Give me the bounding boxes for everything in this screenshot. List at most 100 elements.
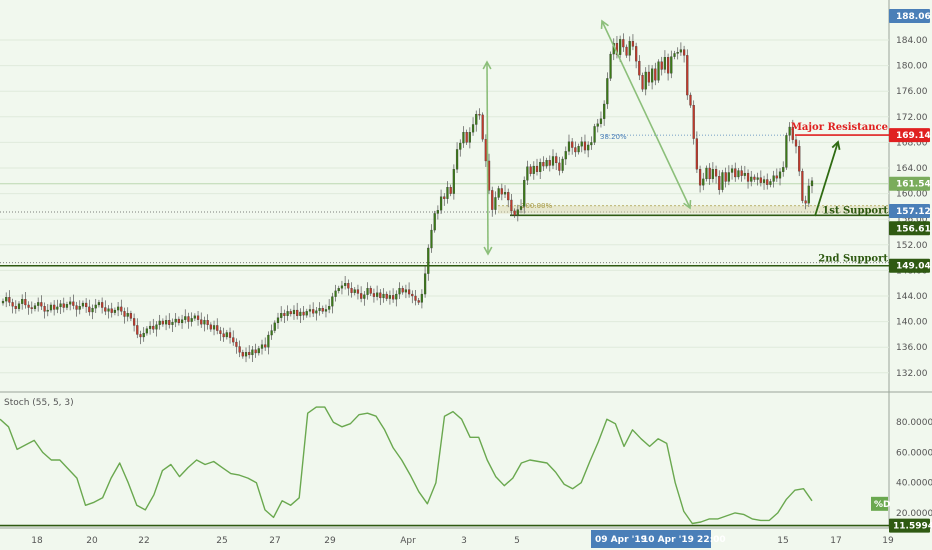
price-tick-label: 132.00 [896, 369, 928, 379]
candle-body [5, 297, 8, 302]
candle-body [698, 169, 702, 186]
candle-body [264, 344, 267, 348]
price-label-text: 156.61 [896, 224, 931, 234]
candle-body [401, 288, 404, 293]
stoch-d-line [0, 406, 813, 525]
candle-body [670, 56, 673, 74]
candle-body [340, 285, 344, 289]
candle-body [737, 170, 740, 178]
candle-body [510, 199, 513, 212]
candle-body [382, 293, 385, 299]
candle-body [292, 309, 296, 315]
candle-body [110, 308, 113, 313]
labels: Major Resistance 1st Support 2nd Support 18… [791, 9, 931, 273]
candle-body [596, 123, 599, 127]
candle-body [363, 294, 366, 299]
candle-body [702, 178, 705, 186]
candle-body [577, 146, 580, 153]
time-tick-label: 22 [138, 536, 149, 546]
candle-body [398, 288, 401, 295]
candle-body [97, 302, 101, 306]
candle-body [228, 332, 232, 338]
time-tick-label: 15 [777, 536, 788, 546]
candle-body [117, 306, 120, 311]
price-label-bg [889, 258, 930, 273]
candle-body [778, 171, 782, 179]
candle-body [158, 320, 161, 325]
price-tick-label: 140.00 [896, 318, 928, 328]
candle-body [686, 55, 689, 96]
candle-body [49, 304, 53, 311]
candle-body [430, 229, 433, 249]
candle-body [529, 166, 532, 174]
candle-body [302, 311, 305, 316]
price-label-bg [889, 204, 930, 219]
stoch-last-label-text: 11.5994 [893, 522, 932, 532]
candle-body [308, 309, 312, 312]
candle-body [654, 68, 657, 81]
candle-body [599, 118, 603, 124]
candle-body [587, 144, 590, 151]
candle-body [174, 318, 177, 323]
candle-body [203, 320, 206, 325]
candle-body [328, 306, 331, 310]
price-tick-label: 176.00 [896, 87, 928, 97]
candle-body [296, 309, 299, 316]
candle-body [695, 138, 698, 170]
candle-body [436, 210, 439, 214]
price-label-text: 149.04 [896, 262, 931, 272]
candle-body [730, 168, 734, 173]
candle-body [743, 172, 746, 176]
price-tick-label: 180.00 [896, 62, 928, 72]
candle-body [507, 192, 510, 201]
candle-body [775, 175, 778, 179]
candle-body [91, 308, 94, 313]
candle-body [475, 114, 478, 125]
price-label-text: 157.12 [896, 207, 931, 217]
candle-body [635, 46, 638, 62]
range-arrow-left [482, 60, 493, 256]
price-tick-label: 184.00 [896, 36, 928, 46]
candle-body [417, 300, 420, 303]
candle-body [657, 61, 660, 81]
price-tick-label: 152.00 [896, 241, 928, 251]
candle-body [222, 333, 225, 338]
candle-body [567, 141, 571, 152]
candle-body [638, 60, 641, 76]
candle-body [762, 179, 766, 183]
price-label-text: 161.54 [896, 180, 931, 190]
candle-body [548, 160, 551, 166]
candle-body [663, 57, 667, 70]
candle-body [318, 308, 321, 311]
candle-body [27, 304, 30, 308]
candle-body [94, 304, 97, 309]
candle-body [443, 196, 446, 199]
candle-body [360, 293, 363, 299]
stoch-tick-label: 20.0000 [896, 509, 932, 519]
stoch-series-badge: %D [871, 496, 891, 511]
candle-body [337, 288, 340, 292]
stoch-badge-bg [871, 496, 888, 511]
candle-body [356, 289, 360, 294]
candle-body [561, 158, 564, 171]
candle-body [523, 180, 526, 207]
candle-body [625, 46, 628, 56]
candle-body [427, 247, 430, 274]
candle-body [219, 330, 222, 334]
candle-body [43, 306, 46, 312]
candle-body [564, 151, 567, 160]
candle-body [539, 162, 542, 172]
candle-body [555, 156, 558, 164]
candle-body [59, 303, 62, 308]
candle-body [184, 316, 187, 320]
candle-body [126, 313, 129, 317]
candle-body [235, 341, 238, 347]
price-label-161-54: 161.54 [889, 176, 931, 191]
candle-body [411, 293, 414, 297]
candle-body [81, 302, 85, 307]
candle-body [452, 169, 455, 194]
candle-body [788, 126, 791, 136]
